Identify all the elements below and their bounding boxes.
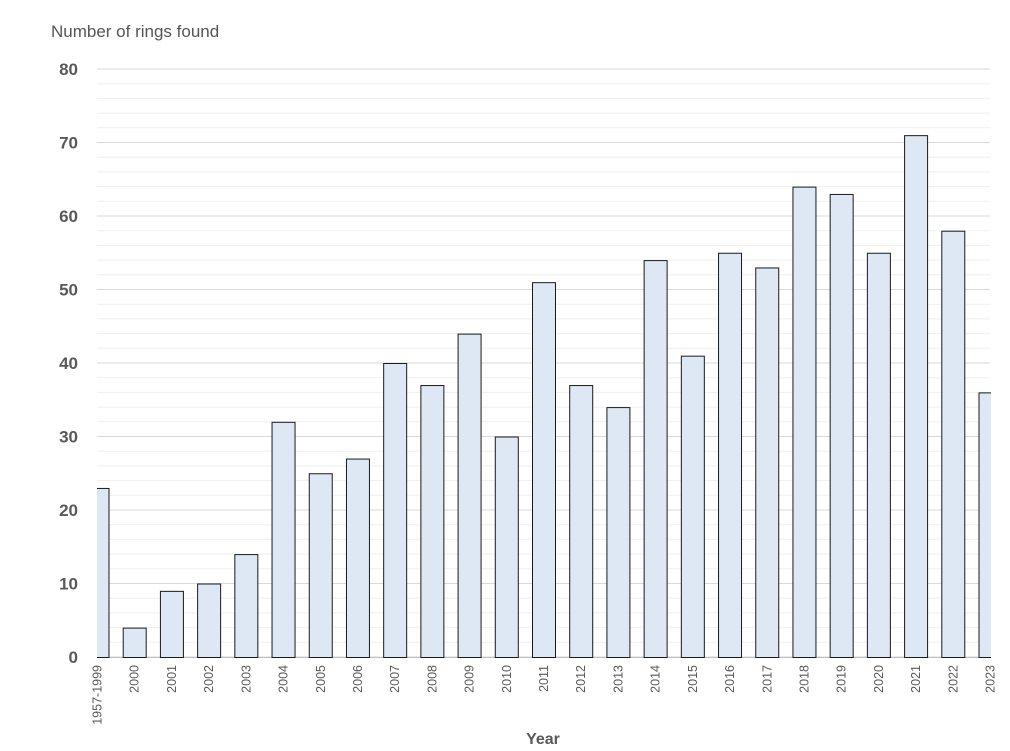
x-tick-label: 2008 <box>425 665 439 693</box>
bar-2010 <box>494 436 519 658</box>
x-tick-label: 2019 <box>835 665 849 693</box>
y-tick-label: 0 <box>69 648 78 667</box>
x-tick-label: 2013 <box>611 665 625 693</box>
y-axis-title: Number of rings found <box>51 22 220 41</box>
x-tick-label: 2023 <box>984 665 998 693</box>
bar-2019 <box>829 193 854 658</box>
bar-2020 <box>866 252 891 658</box>
bar-2018 <box>792 186 817 658</box>
x-tick-label: 2007 <box>388 665 402 693</box>
bar-2021 <box>904 135 929 658</box>
bar-2014 <box>643 260 668 658</box>
bar-2022 <box>941 230 966 658</box>
x-tick-label: 2004 <box>277 665 291 693</box>
y-tick-label: 70 <box>59 134 78 153</box>
bar-2016 <box>718 252 743 658</box>
bar-2008 <box>420 385 445 658</box>
bar-2009 <box>457 333 482 658</box>
bars <box>97 135 991 658</box>
x-tick-label: 2000 <box>128 665 142 693</box>
x-tick-label: 2009 <box>463 665 477 693</box>
y-tick-label: 30 <box>59 428 78 447</box>
bar-2001 <box>159 590 184 658</box>
bar-2004 <box>271 421 296 658</box>
x-tick-label: 1957-1999 <box>91 665 105 725</box>
bar-2023 <box>978 392 991 658</box>
y-tick-label: 60 <box>59 207 78 226</box>
x-tick-label: 2001 <box>165 665 179 693</box>
y-tick-label: 20 <box>59 501 78 520</box>
bar-2015 <box>680 355 705 658</box>
x-tick-label: 2006 <box>351 665 365 693</box>
bar-2000 <box>122 627 147 658</box>
bar-2017 <box>755 267 780 658</box>
x-tick-label: 2012 <box>574 665 588 693</box>
x-tick-label: 2011 <box>537 665 551 692</box>
bar-2012 <box>569 385 594 658</box>
bar-2003 <box>234 554 259 658</box>
x-tick-label: 2002 <box>202 665 216 693</box>
x-tick-label: 2010 <box>500 665 514 693</box>
x-tick-label: 2020 <box>872 665 886 693</box>
x-tick-label: 2005 <box>314 665 328 693</box>
y-tick-label: 40 <box>59 354 78 373</box>
x-axis-title: Year <box>526 731 560 748</box>
bar-2007 <box>383 363 408 658</box>
bar-2005 <box>308 473 333 658</box>
bar-2006 <box>345 458 370 658</box>
x-tick-label: 2015 <box>686 665 700 693</box>
y-tick-label: 50 <box>59 281 78 300</box>
x-tick-label: 2022 <box>946 665 960 693</box>
y-tick-label: 80 <box>59 60 78 79</box>
y-tick-label: 10 <box>59 575 78 594</box>
bar-2011 <box>532 282 556 658</box>
x-tick-label: 2018 <box>797 665 811 693</box>
y-axis-ticks: 0 10 20 30 40 50 60 70 80 <box>59 60 78 667</box>
x-tick-label: 2014 <box>649 665 663 693</box>
x-tick-label: 2003 <box>239 665 253 693</box>
bar-2002 <box>197 583 222 658</box>
x-axis-ticks: 1957-1999 2000 2001 2002 2003 2004 2005 2006 200… <box>91 665 998 725</box>
x-tick-label: 2017 <box>760 665 774 693</box>
bar-1957-1999 <box>97 487 110 658</box>
x-tick-label: 2021 <box>909 665 923 693</box>
x-tick-label: 2016 <box>723 665 737 693</box>
bar-2013 <box>606 407 631 658</box>
